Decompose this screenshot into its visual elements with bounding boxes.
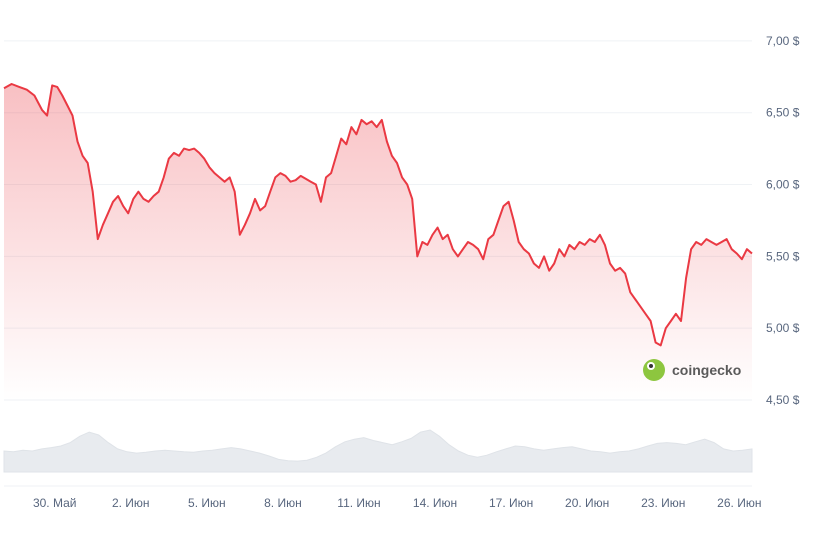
watermark-text: coingecko: [672, 362, 741, 378]
x-tick-label: 5. Июн: [188, 496, 226, 510]
x-tick-label: 2. Июн: [112, 496, 150, 510]
x-tick-label: 17. Июн: [489, 496, 533, 510]
y-tick-label: 6,50 $: [766, 106, 800, 120]
price-line: [3, 83, 753, 347]
volume-area: [3, 429, 753, 487]
x-tick-label: 11. Июн: [337, 496, 380, 510]
coingecko-watermark: coingecko: [643, 359, 741, 381]
x-tick-label: 14. Июн: [413, 496, 457, 510]
y-axis: 7,00 $ 6,50 $ 6,00 $ 5,50 $ 5,00 $ 4,50 $: [766, 34, 800, 407]
price-area-fill: [4, 84, 752, 400]
coingecko-logo-pupil-icon: [649, 364, 653, 368]
y-tick-label: 6,00 $: [766, 178, 800, 192]
price-series-line: [3, 83, 753, 347]
x-tick-label: 8. Июн: [264, 496, 302, 510]
price-area: [4, 84, 752, 400]
y-tick-label: 7,00 $: [766, 34, 800, 48]
x-tick-label: 20. Июн: [565, 496, 609, 510]
x-tick-label: 23. Июн: [641, 496, 685, 510]
coingecko-logo-icon: [643, 359, 665, 381]
x-tick-label: 26. Июн: [717, 496, 761, 510]
volume-shape: [3, 429, 753, 473]
x-tick-label: 30. Май: [33, 496, 77, 510]
y-tick-label: 5,50 $: [766, 249, 800, 263]
y-tick-label: 4,50 $: [766, 393, 800, 407]
x-axis: 30. Май 2. Июн 5. Июн 8. Июн 11. Июн 14. Июн 1…: [33, 496, 762, 510]
y-tick-label: 5,00 $: [766, 321, 800, 335]
